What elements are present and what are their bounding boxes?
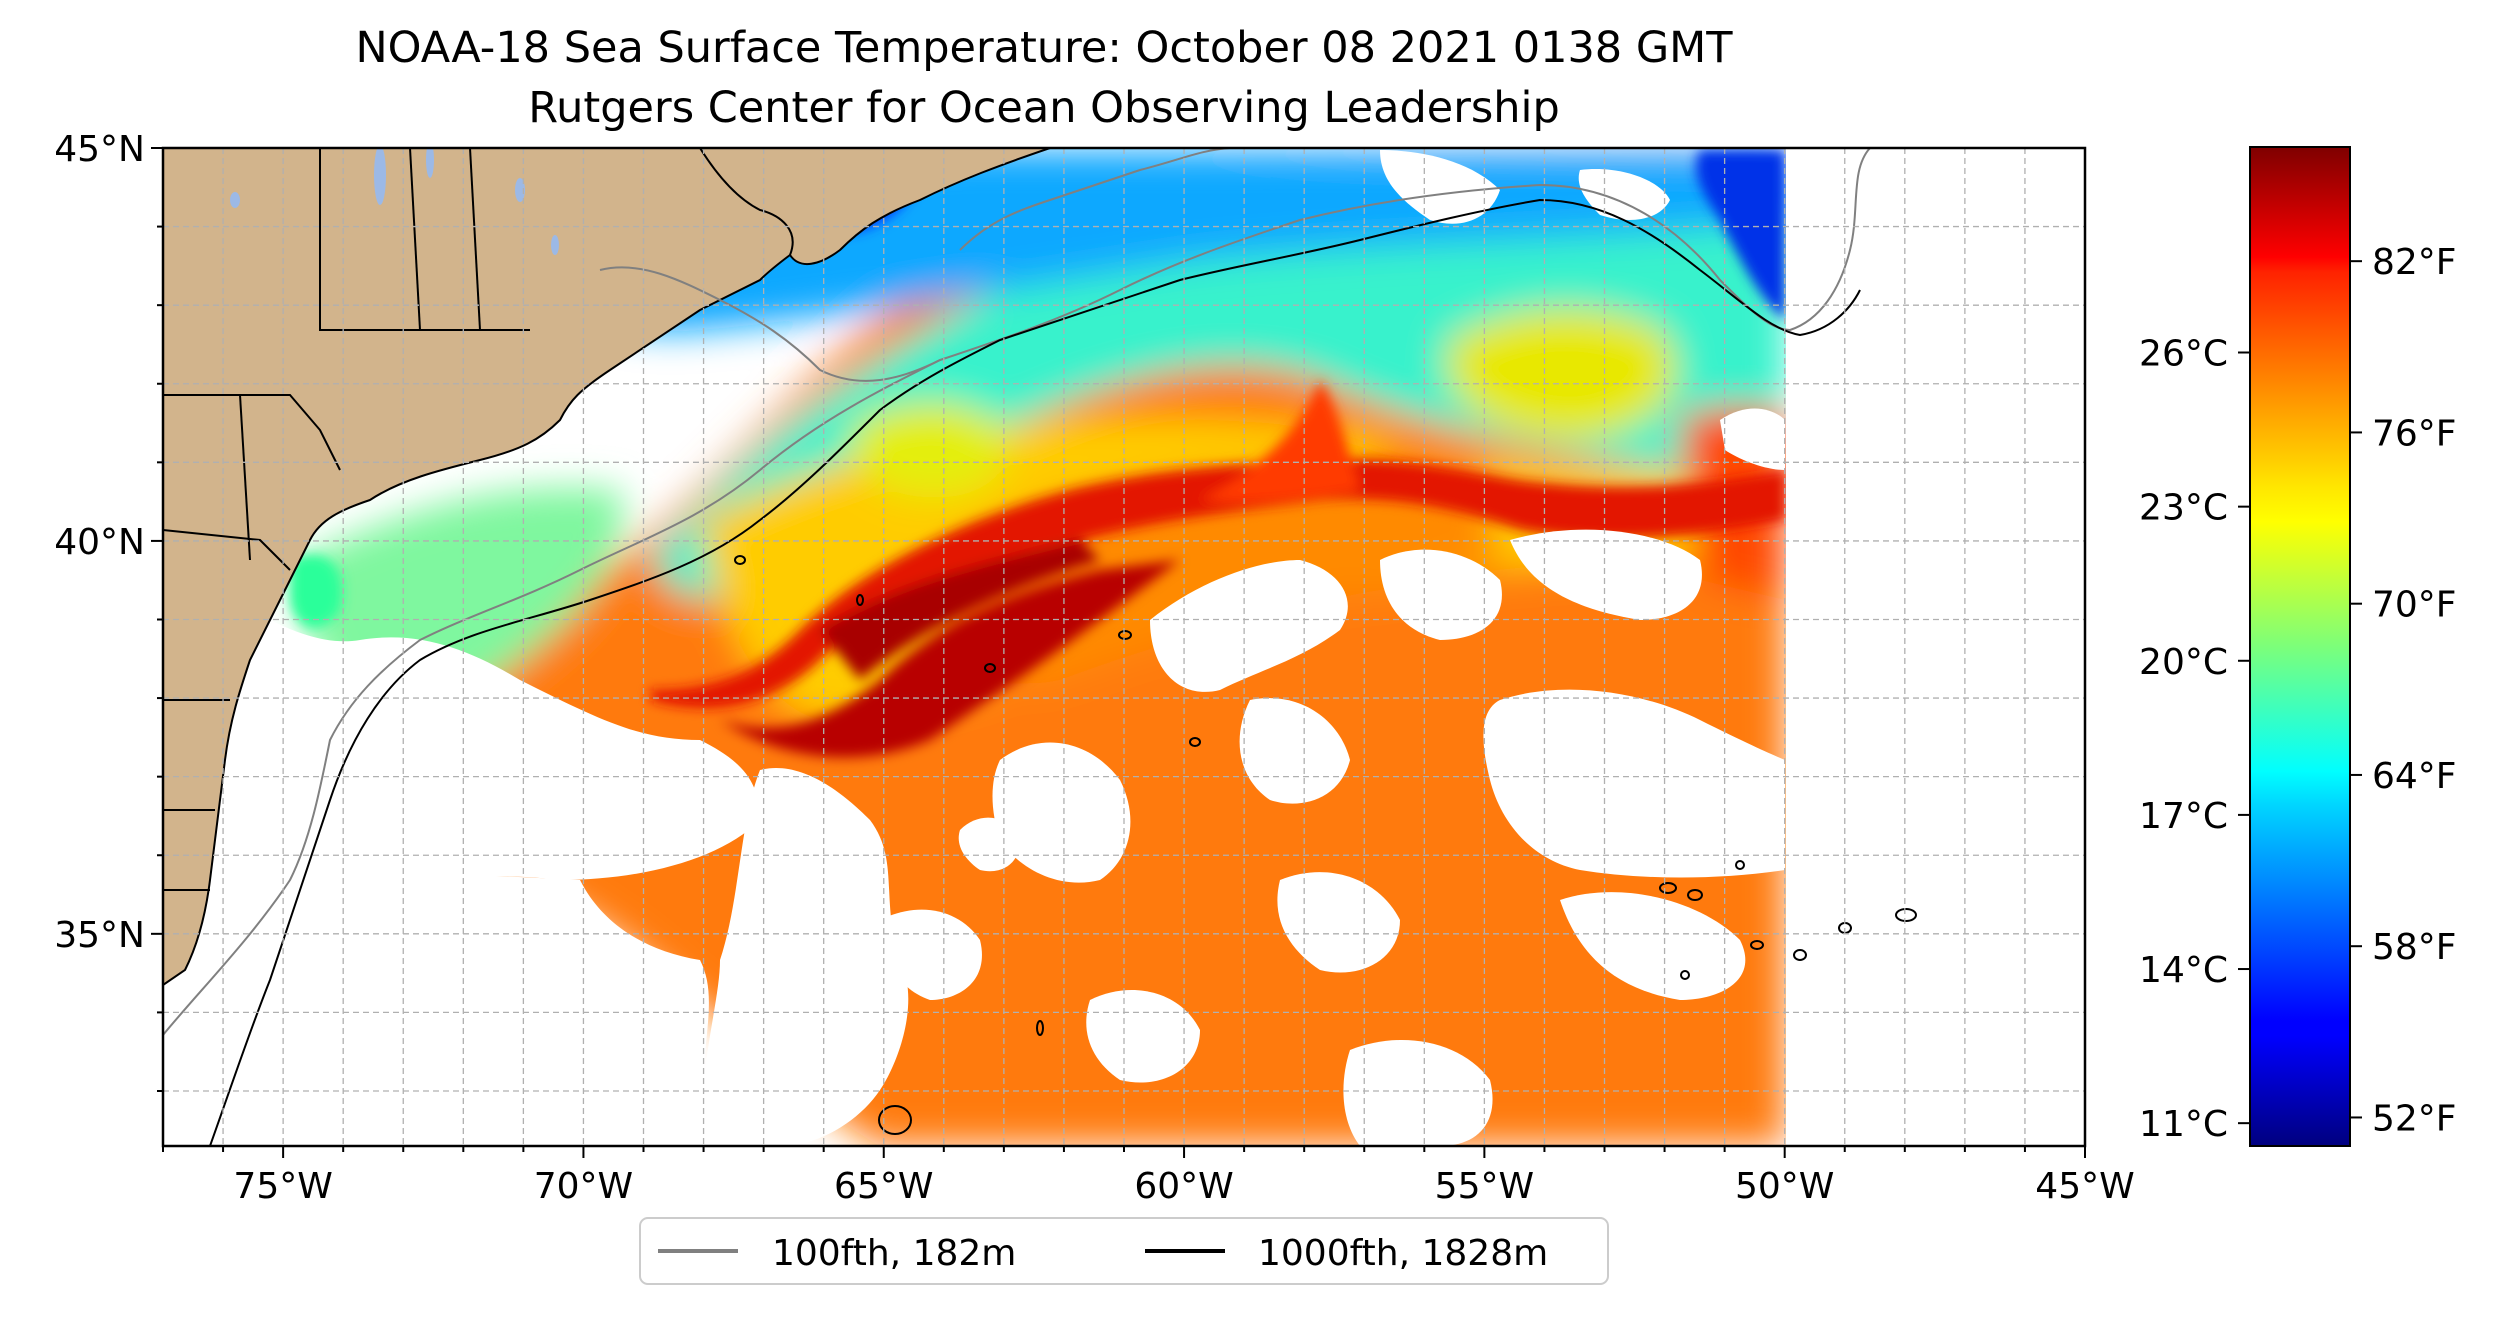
colorbar-label-f: 52°F xyxy=(2372,1098,2457,1139)
colorbar-label-c: 23°C xyxy=(2139,488,2228,529)
colorbar-ticks: 82°F 76°F 70°F 64°F 58°F 52°F 26°C 23°C 20°C 17°C… xyxy=(2139,242,2456,1145)
legend: 100fth, 182m 1000fth, 1828m xyxy=(639,1217,1609,1285)
map-plot-area xyxy=(163,148,2085,1146)
colorbar-label-f: 64°F xyxy=(2372,756,2457,797)
contour-100fth-gom xyxy=(599,148,1231,382)
seamounts xyxy=(734,555,1917,1135)
colorbar-gradient xyxy=(2249,146,2351,1147)
colorbar-label-f: 70°F xyxy=(2372,585,2457,626)
legend-label-1000fth: 1000fth, 1828m xyxy=(1258,1233,1548,1274)
x-tick-label: 55°W xyxy=(1435,1166,1534,1207)
land-nova-scotia xyxy=(698,148,1051,265)
colorbar-label-c: 14°C xyxy=(2139,950,2228,991)
x-tick-label: 50°W xyxy=(1735,1166,1834,1207)
x-tick-label: 70°W xyxy=(534,1166,633,1207)
colorbar-label-c: 17°C xyxy=(2139,796,2228,837)
colorbar-label-f: 82°F xyxy=(2372,242,2457,283)
y-tick-label: 45°N xyxy=(54,129,145,170)
chart-subtitle: Rutgers Center for Ocean Observing Leade… xyxy=(528,83,1560,133)
colorbar-label-c: 26°C xyxy=(2139,334,2228,375)
gridlines xyxy=(163,148,2085,1146)
contour-1000fth xyxy=(209,198,1861,1146)
cloud-mask xyxy=(163,148,2085,1146)
colorbar: 82°F 76°F 70°F 64°F 58°F 52°F 26°C 23°C 20°C 17°C… xyxy=(2139,146,2457,1147)
lakes xyxy=(230,148,559,255)
map-axes: 75°W 70°W 65°W 60°W 55°W 50°W 45°W 45°N 40°N 35°N xyxy=(54,129,2134,1207)
x-tick-label: 60°W xyxy=(1134,1166,1233,1207)
y-tick-label: 40°N xyxy=(54,522,145,563)
legend-label-100fth: 100fth, 182m xyxy=(772,1233,1016,1274)
x-tick-label: 75°W xyxy=(233,1166,332,1207)
state-borders xyxy=(163,148,530,891)
colorbar-label-c: 11°C xyxy=(2139,1104,2228,1145)
colorbar-label-f: 76°F xyxy=(2372,413,2457,454)
chart-title: NOAA-18 Sea Surface Temperature: October… xyxy=(355,23,1733,73)
x-tick-label: 65°W xyxy=(834,1166,933,1207)
y-tick-label: 35°N xyxy=(54,915,145,956)
colorbar-label-f: 58°F xyxy=(2372,927,2457,968)
land-mass xyxy=(163,148,882,987)
x-tick-label: 45°W xyxy=(2035,1166,2134,1207)
legend-box xyxy=(639,1217,1609,1285)
colorbar-label-c: 20°C xyxy=(2139,642,2228,683)
